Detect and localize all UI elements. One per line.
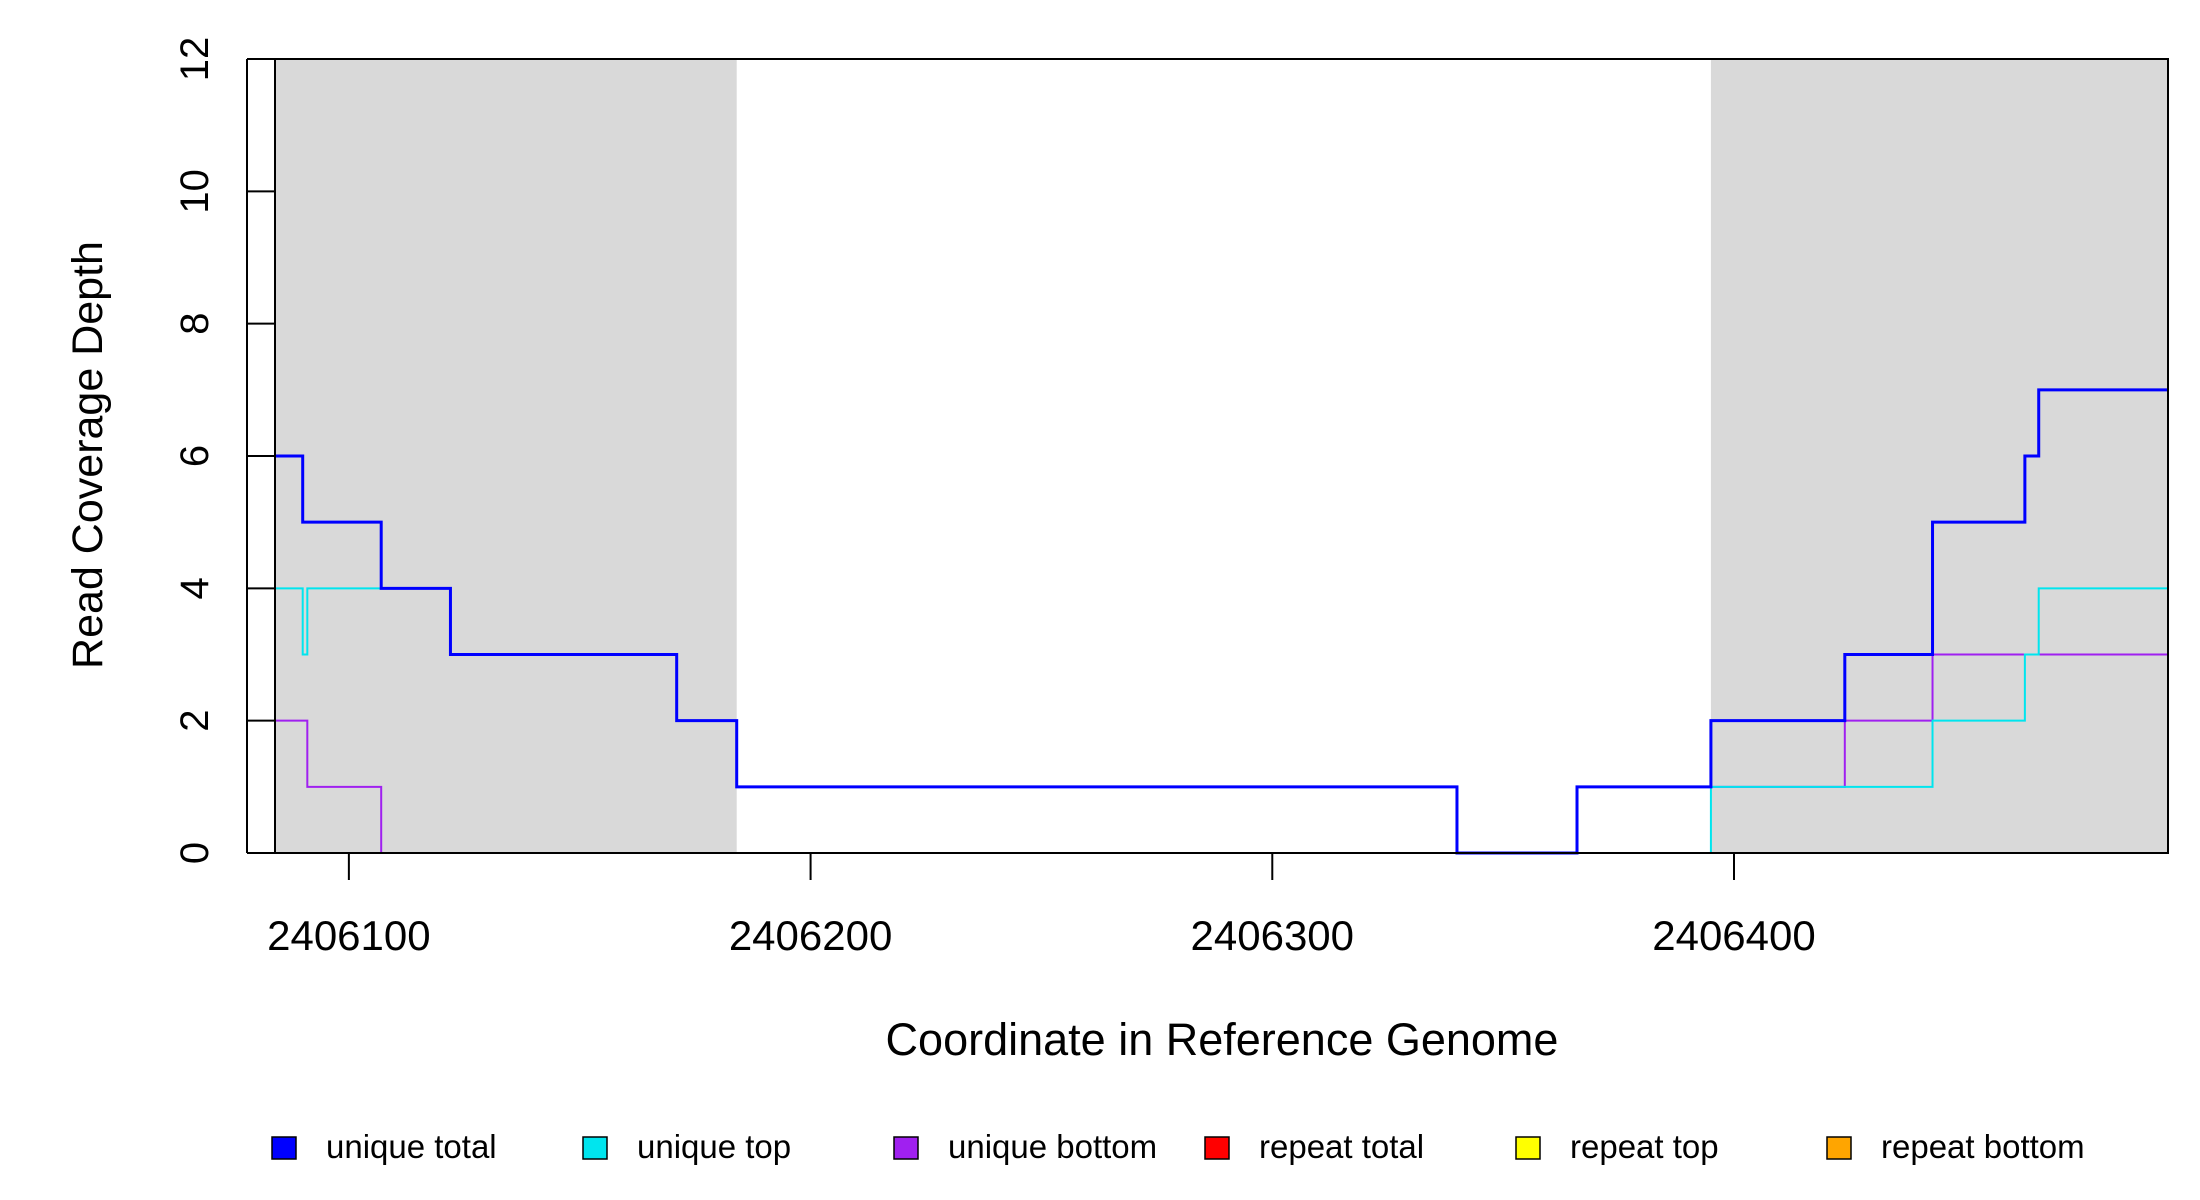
x-tick-label: 2406100 <box>267 912 431 959</box>
legend-item: repeat total <box>1204 1128 1424 1165</box>
legend-swatch <box>1204 1136 1230 1160</box>
x-tick-label: 2406200 <box>729 912 893 959</box>
legend-item: repeat top <box>1515 1128 1719 1165</box>
legend-swatch <box>1826 1136 1852 1160</box>
legend-label: repeat total <box>1259 1128 1424 1165</box>
legend-swatch <box>582 1136 608 1160</box>
legend-swatch <box>271 1136 297 1160</box>
y-tick-label: 2 <box>173 710 217 732</box>
legend-label: unique bottom <box>948 1128 1157 1165</box>
legend-label: repeat bottom <box>1881 1128 2085 1165</box>
x-axis-label: Coordinate in Reference Genome <box>886 1014 1559 1065</box>
legend-item: repeat bottom <box>1826 1128 2085 1165</box>
x-axis: 2406100 2406200 2406300 2406400 <box>267 852 1816 959</box>
legend-item: unique top <box>582 1128 791 1165</box>
shaded-regions <box>275 59 2168 853</box>
shaded-region <box>1710 59 2168 853</box>
x-tick-label: 2406300 <box>1191 912 1355 959</box>
legend-swatch <box>1515 1136 1541 1160</box>
y-tick-label: 4 <box>173 577 217 599</box>
legend-label: unique total <box>326 1128 497 1165</box>
y-tick-label: 0 <box>173 842 217 864</box>
legend-item: unique bottom <box>893 1128 1157 1165</box>
legend-item: unique total <box>271 1128 497 1165</box>
legend-label: unique top <box>637 1128 791 1165</box>
legend-swatch <box>893 1136 919 1160</box>
y-tick-label: 12 <box>173 37 217 82</box>
x-tick-label: 2406400 <box>1652 912 1816 959</box>
legend-label: repeat top <box>1570 1128 1719 1165</box>
y-tick-label: 8 <box>173 313 217 335</box>
y-tick-label: 10 <box>173 169 217 214</box>
shaded-region <box>275 59 737 853</box>
legend: unique total unique top unique bottom repea… <box>271 1128 2085 1165</box>
y-tick-label: 6 <box>173 445 217 467</box>
y-axis: 0 2 4 6 8 10 12 <box>173 37 275 864</box>
y-axis-label: Read Coverage Depth <box>64 241 112 669</box>
